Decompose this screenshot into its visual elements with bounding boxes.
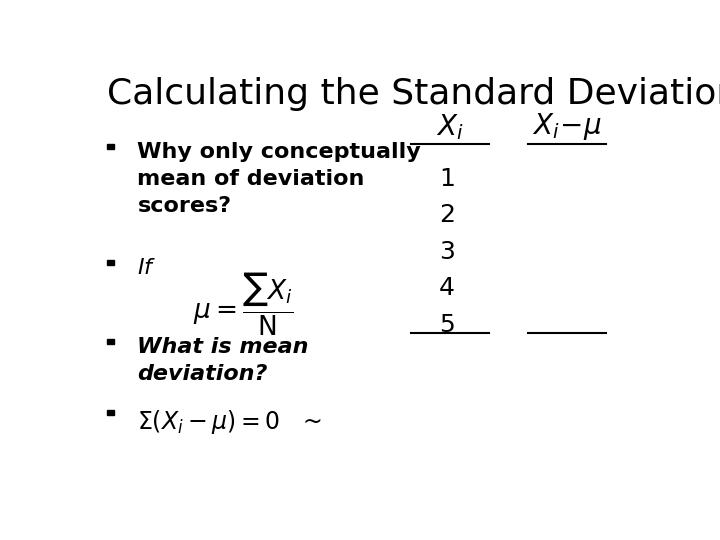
Text: $\mathit{If}$: $\mathit{If}$: [138, 258, 157, 278]
Text: 5: 5: [438, 313, 454, 337]
Text: Calculating the Standard Deviation: Calculating the Standard Deviation: [107, 77, 720, 111]
Text: What is mean
deviation?: What is mean deviation?: [138, 337, 309, 384]
Text: $\mu = \dfrac{\sum X_i}{\mathrm{N}}$: $\mu = \dfrac{\sum X_i}{\mathrm{N}}$: [193, 271, 294, 338]
Text: 1: 1: [438, 167, 454, 191]
Text: $X_i$: $X_i$: [436, 112, 464, 141]
Text: $\mathbf{\mathit{\Sigma(X_i - \mu) = 0}}$   ~: $\mathbf{\mathit{\Sigma(X_i - \mu) = 0}}…: [138, 408, 322, 436]
FancyBboxPatch shape: [107, 260, 114, 265]
FancyBboxPatch shape: [107, 410, 114, 415]
Text: 3: 3: [438, 240, 454, 264]
Text: 4: 4: [438, 276, 455, 300]
FancyBboxPatch shape: [107, 339, 114, 344]
FancyBboxPatch shape: [107, 144, 114, 149]
Text: Why only conceptually
mean of deviation
scores?: Why only conceptually mean of deviation …: [138, 141, 421, 216]
Text: 2: 2: [438, 203, 455, 227]
Text: $X_i\!-\!\mu$: $X_i\!-\!\mu$: [532, 111, 602, 141]
